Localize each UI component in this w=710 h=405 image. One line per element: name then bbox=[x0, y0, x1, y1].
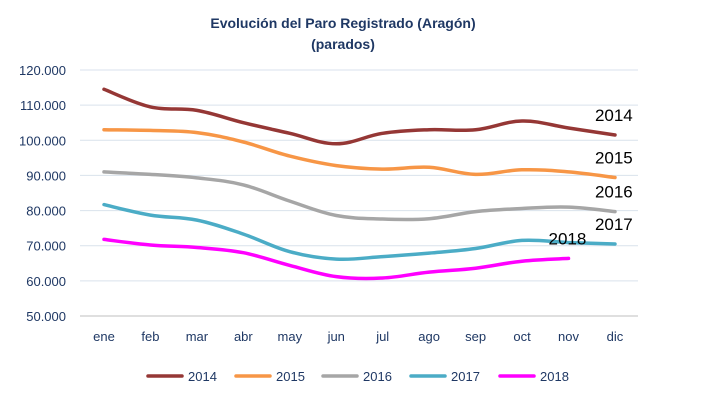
x-tick-label: oct bbox=[513, 329, 531, 344]
x-tick-label: feb bbox=[141, 329, 159, 344]
chart-title: Evolución del Paro Registrado (Aragón) bbox=[210, 15, 475, 31]
series-line-2014 bbox=[102, 87, 617, 146]
y-tick-label: 50.000 bbox=[26, 309, 66, 324]
legend-label-2018: 2018 bbox=[540, 369, 569, 384]
series-end-label-2015: 2015 bbox=[595, 149, 633, 168]
y-axis-ticks: 50.000 60.000 70.000 80.000 90.000 100.000 110… bbox=[19, 63, 66, 324]
y-tick-label: 120.000 bbox=[19, 63, 66, 78]
x-tick-label: abr bbox=[234, 329, 253, 344]
legend: 2014 2015 2016 2017 2018 bbox=[146, 369, 569, 384]
series-line-2015 bbox=[102, 127, 617, 180]
x-tick-label: nov bbox=[558, 329, 579, 344]
y-tick-label: 100.000 bbox=[19, 133, 66, 148]
y-tick-label: 60.000 bbox=[26, 274, 66, 289]
x-tick-label: mar bbox=[186, 329, 209, 344]
series-line-2018 bbox=[102, 237, 571, 281]
x-tick-label: dic bbox=[607, 329, 624, 344]
series-end-label-2016: 2016 bbox=[595, 183, 633, 202]
x-tick-label: sep bbox=[465, 329, 486, 344]
x-tick-label: jul bbox=[375, 329, 389, 344]
legend-label-2017: 2017 bbox=[451, 369, 480, 384]
x-tick-label: may bbox=[278, 329, 303, 344]
series-end-label-2017: 2017 bbox=[595, 215, 633, 234]
legend-label-2014: 2014 bbox=[188, 369, 217, 384]
x-tick-label: ago bbox=[418, 329, 440, 344]
y-tick-label: 90.000 bbox=[26, 168, 66, 183]
y-tick-label: 80.000 bbox=[26, 204, 66, 219]
series-line-2016 bbox=[102, 170, 617, 222]
y-tick-label: 110.000 bbox=[20, 98, 66, 113]
series-lines bbox=[102, 87, 617, 281]
chart-subtitle: (parados) bbox=[311, 36, 375, 52]
x-tick-label: ene bbox=[93, 329, 115, 344]
series-end-label-2018: 2018 bbox=[549, 229, 587, 248]
series-line-2017 bbox=[102, 202, 617, 262]
legend-label-2015: 2015 bbox=[276, 369, 305, 384]
x-tick-label: jun bbox=[327, 329, 345, 344]
y-tick-label: 70.000 bbox=[26, 239, 66, 254]
series-end-labels: 2014 2015 2016 2017 2018 bbox=[549, 106, 633, 248]
legend-label-2016: 2016 bbox=[363, 369, 392, 384]
x-axis-ticks: ene feb mar abr may jun jul ago sep oct nov dic bbox=[93, 329, 624, 344]
series-end-label-2014: 2014 bbox=[595, 106, 633, 125]
